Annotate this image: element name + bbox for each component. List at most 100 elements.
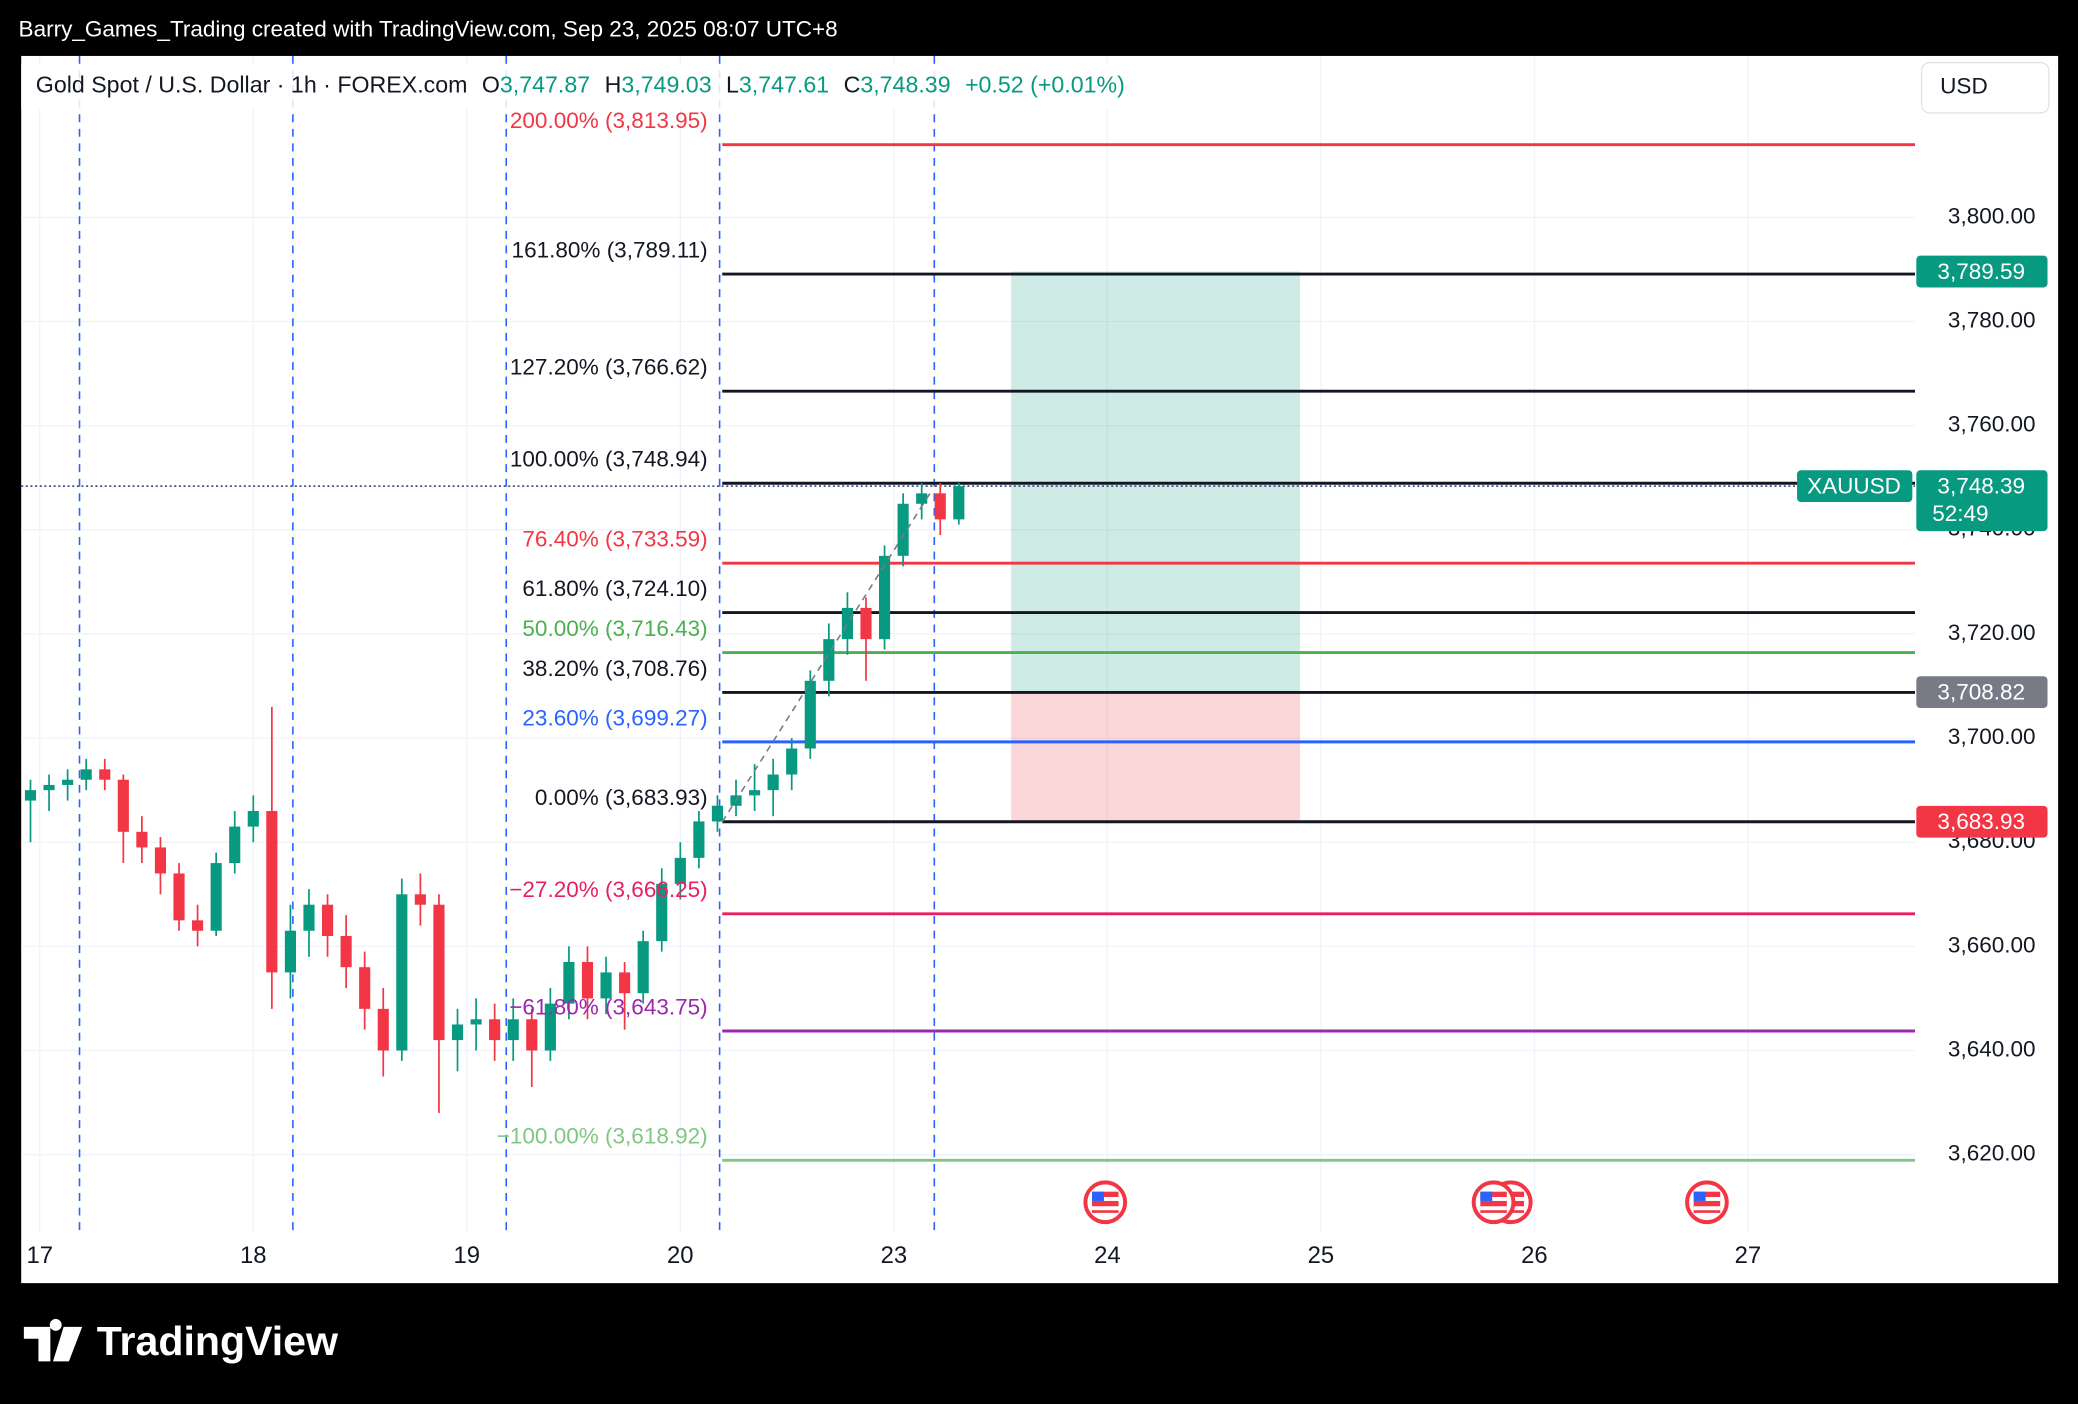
candle-body — [99, 769, 111, 780]
currency[interactable]: USD — [1940, 74, 1988, 99]
chart-panel — [21, 55, 2059, 1284]
fib-label: −100.00% (3,618.92) — [497, 1124, 708, 1149]
fib-label: 100.00% (3,748.94) — [510, 447, 708, 472]
event-icons — [1083, 1180, 1729, 1225]
candle-body — [210, 863, 222, 931]
currency-button[interactable] — [1920, 61, 2050, 114]
candle-body — [173, 873, 185, 921]
fib-label: −61.80% (3,643.75) — [509, 994, 707, 1019]
x-tick-label: 25 — [1308, 1242, 1335, 1269]
ohlc-value: 3,749.03 — [621, 72, 711, 98]
legend-backdrop — [21, 63, 1188, 109]
candle-body — [804, 680, 816, 749]
session-breaks — [78, 55, 936, 1233]
ohlc-key: H — [605, 72, 622, 98]
loss-zone — [1011, 692, 1301, 822]
candle-body — [544, 1003, 556, 1051]
grid — [21, 55, 1915, 1233]
candle-body — [693, 821, 705, 858]
candle-body — [377, 1008, 389, 1051]
price-tag — [1916, 805, 2048, 838]
y-tick-label: 3,660.00 — [1948, 932, 2036, 957]
brand: TradingView — [97, 1318, 339, 1364]
candle-body — [749, 790, 761, 796]
price-tag — [1916, 255, 2048, 288]
x-tick-label: 18 — [240, 1242, 267, 1269]
y-tick-label: 3,800.00 — [1948, 203, 2036, 228]
candle-body — [396, 894, 408, 1051]
price-tag-label: 3,683.93 — [1937, 809, 2025, 834]
symbol-tag — [1797, 470, 1913, 503]
credit: Barry_Games_Trading created with Trading… — [19, 17, 838, 42]
last-price-label: 3,748.39 — [1937, 473, 2025, 498]
ohlc-value: 3,748.39 — [860, 72, 950, 98]
ohlc-value: 3,747.87 — [500, 72, 590, 98]
candle-body — [284, 930, 296, 973]
legend: Gold Spot / U.S. Dollar · 1h · FOREX.com… — [36, 72, 1125, 98]
candle-body — [860, 607, 872, 640]
candle-body — [247, 810, 259, 827]
us-event-icon[interactable] — [1685, 1180, 1729, 1225]
fib-trend-line — [721, 490, 933, 823]
candle-body — [786, 748, 798, 775]
candle-body — [80, 769, 92, 780]
us-event-icon[interactable] — [1083, 1180, 1128, 1225]
candle-body — [619, 972, 631, 994]
candle-body — [823, 639, 835, 681]
x-tick-label: 17 — [27, 1242, 54, 1269]
plot-layer — [21, 143, 1915, 1162]
candle-body — [451, 1024, 464, 1041]
candle-body — [24, 790, 37, 801]
countdown: 52:49 — [1932, 501, 1988, 526]
fib-label: 23.60% (3,699.27) — [522, 705, 707, 730]
candle-body — [600, 972, 612, 999]
candle-body — [154, 847, 167, 874]
candle-body — [637, 941, 649, 994]
candle-body — [767, 774, 779, 791]
candle-body — [303, 904, 315, 931]
candle-body — [470, 1019, 482, 1025]
ohlc-key: L — [726, 72, 739, 98]
candle-body — [656, 883, 668, 942]
candle-body — [433, 904, 445, 1041]
fib-label: 0.00% (3,683.93) — [535, 785, 708, 810]
y-tick-label: 3,780.00 — [1948, 307, 2036, 332]
fib-label: 61.80% (3,724.10) — [522, 576, 707, 601]
x-tick-label: 26 — [1521, 1242, 1548, 1269]
candle-body — [841, 607, 853, 640]
fib-label: 50.00% (3,716.43) — [522, 616, 707, 641]
fib-label: 200.00% (3,813.95) — [510, 108, 708, 133]
fib-label: 127.20% (3,766.62) — [510, 355, 708, 380]
candle-body — [563, 961, 575, 1004]
fib-label: 161.80% (3,789.11) — [512, 237, 708, 262]
y-tick-label: 3,700.00 — [1948, 724, 2036, 749]
candle-body — [507, 1019, 519, 1041]
x-tick-label: 19 — [454, 1242, 481, 1269]
price-tag-label: 3,708.82 — [1937, 679, 2025, 704]
symbol: Gold Spot / U.S. Dollar · 1h · FOREX.com — [36, 72, 468, 98]
candle-body — [266, 810, 278, 973]
x-tick-label: 23 — [881, 1242, 908, 1269]
candle-body — [674, 857, 686, 884]
candle-body — [414, 894, 426, 905]
y-tick-label: 3,720.00 — [1948, 620, 2036, 645]
candle-body — [916, 493, 928, 504]
price-tag-label: 3,789.59 — [1937, 259, 2025, 284]
candle-body — [43, 784, 55, 791]
candle-body — [934, 493, 946, 520]
last-price-tag — [1916, 470, 2048, 532]
candle-body — [489, 1019, 501, 1041]
ohlc-value: 3,747.61 — [739, 72, 829, 98]
x-tick-label: 27 — [1735, 1242, 1762, 1269]
x-tick-label: 24 — [1094, 1242, 1121, 1269]
candle-body — [711, 805, 724, 822]
ohlc-key: O — [482, 72, 500, 98]
candle-body — [136, 831, 148, 848]
price-tag — [1916, 676, 2048, 709]
symbol-tag-label: XAUUSD — [1807, 473, 1901, 498]
us-event-icon[interactable] — [1471, 1180, 1516, 1225]
fib-label: 76.40% (3,733.59) — [522, 527, 707, 552]
y-tick-label: 3,760.00 — [1948, 412, 2036, 437]
candle-body — [897, 503, 909, 556]
